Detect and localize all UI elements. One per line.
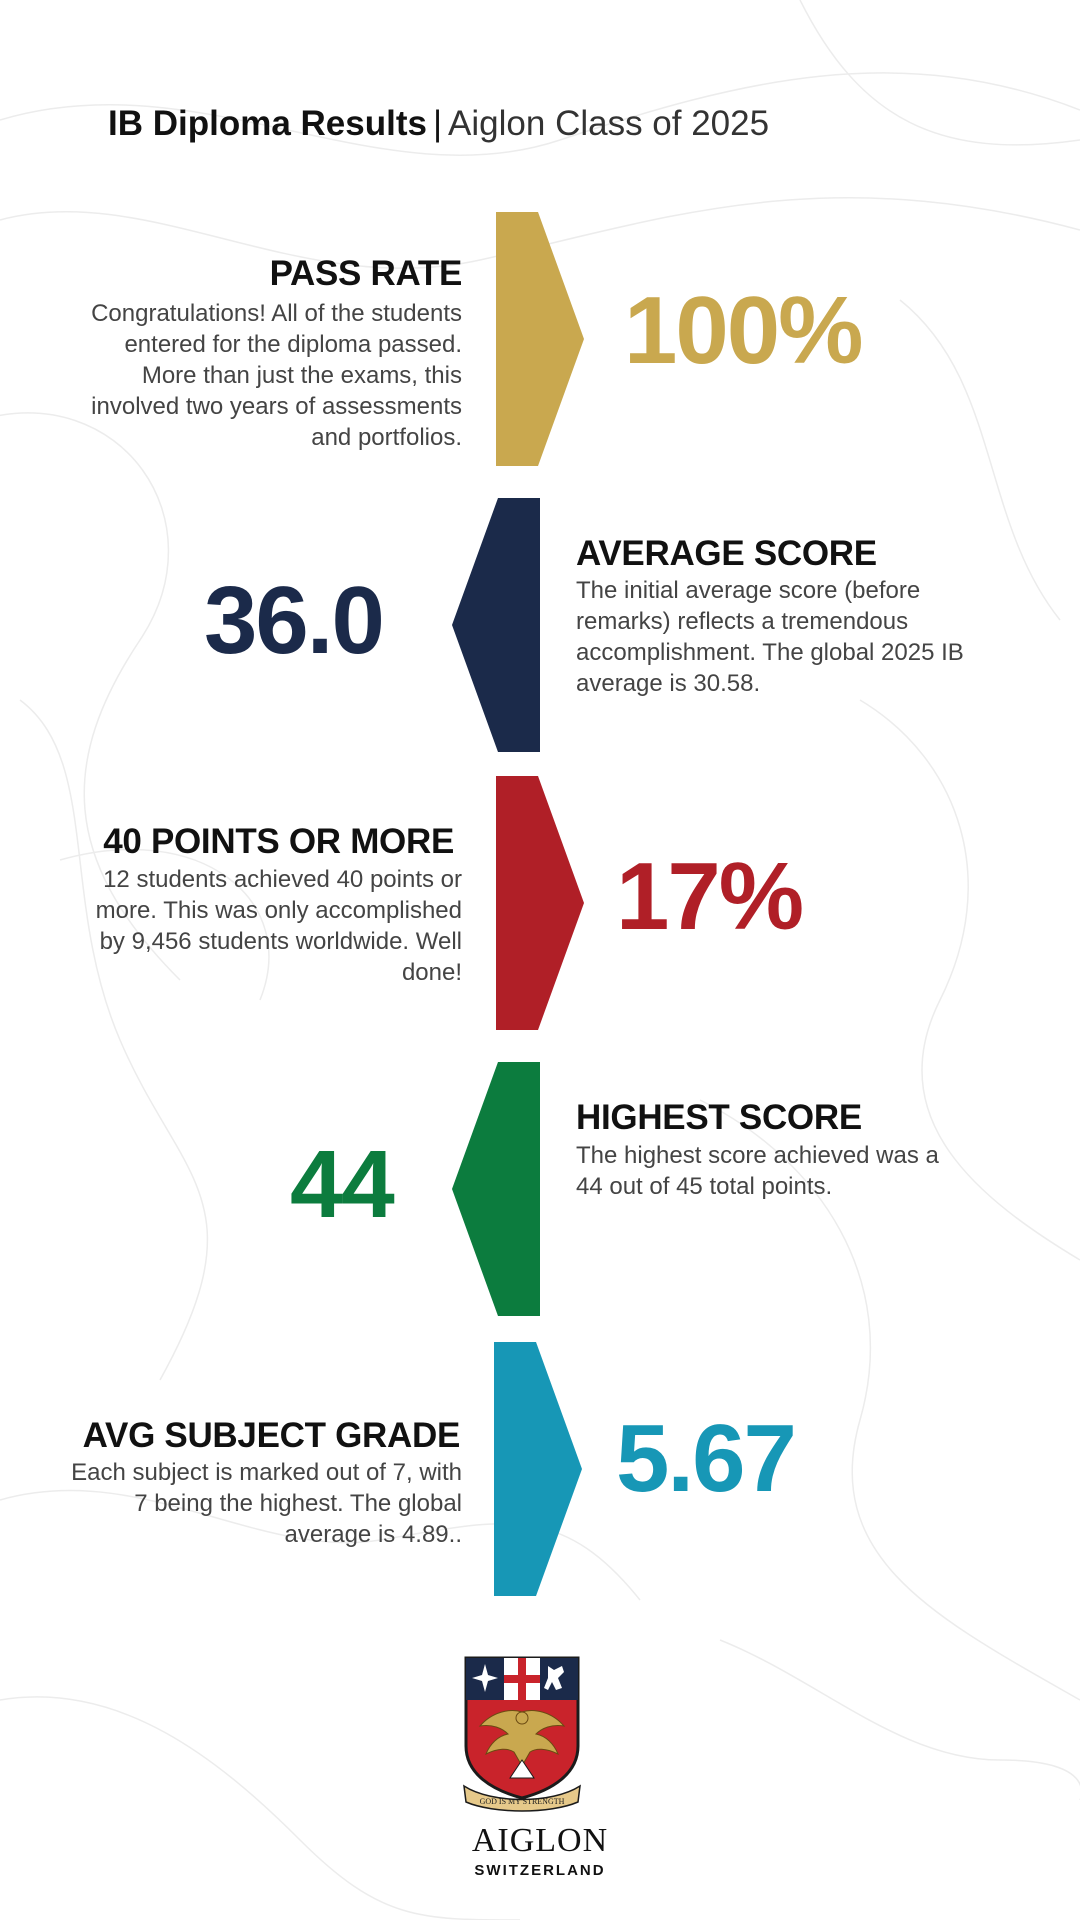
subject-grade-heading: AVG SUBJECT GRADE: [82, 1416, 461, 1455]
subject-grade-arrow-shape: [494, 1342, 582, 1596]
brand-subtitle: SWITZERLAND: [474, 1862, 606, 1879]
average-score-description: The initial average score (before remark…: [576, 577, 964, 697]
page-title: IB Diploma Results | Aiglon Class of 2025: [108, 104, 769, 144]
subject-grade-arrow: [494, 1342, 582, 1596]
average-score-arrow: [452, 498, 540, 752]
title-separator: |: [432, 104, 443, 143]
average-score-heading: AVERAGE SCORE: [576, 534, 877, 573]
subject-grade-value: 5.67: [616, 1405, 797, 1512]
title-bold: IB Diploma Results: [108, 104, 427, 143]
forty-points-heading: 40 POINTS OR MORE: [103, 822, 454, 861]
subject-grade-description: Each subject is marked out of 7, with 7 …: [71, 1459, 462, 1548]
highest-score-description: The highest score achieved was a 44 out …: [576, 1142, 939, 1200]
forty-points-arrow: [496, 776, 584, 1030]
pass-rate-description: Congratulations! All of the students ent…: [91, 300, 462, 451]
forty-points-description: 12 students achieved 40 points or more. …: [95, 866, 462, 986]
average-score-arrow-shape: [452, 498, 540, 752]
pass-rate-arrow: [496, 212, 584, 466]
highest-score-arrow: [452, 1062, 540, 1316]
highest-score-value: 44: [290, 1131, 395, 1238]
forty-points-value: 17%: [616, 843, 804, 950]
highest-score-heading: HIGHEST SCORE: [576, 1098, 862, 1137]
pass-rate-arrow-shape: [496, 212, 584, 466]
title-subtitle: Aiglon Class of 2025: [448, 104, 770, 143]
aiglon-crest-logo: GOD IS MY STRENGTH: [463, 1656, 581, 1812]
forty-points-arrow-shape: [496, 776, 584, 1030]
motto-text: GOD IS MY STRENGTH: [480, 1797, 565, 1806]
pass-rate-heading: PASS RATE: [269, 254, 463, 293]
pass-rate-value: 100%: [624, 277, 864, 384]
highest-score-arrow-shape: [452, 1062, 540, 1316]
motto-ribbon: [463, 1784, 581, 1812]
average-score-value: 36.0: [204, 567, 385, 674]
brand-name: AIGLON: [471, 1822, 609, 1859]
